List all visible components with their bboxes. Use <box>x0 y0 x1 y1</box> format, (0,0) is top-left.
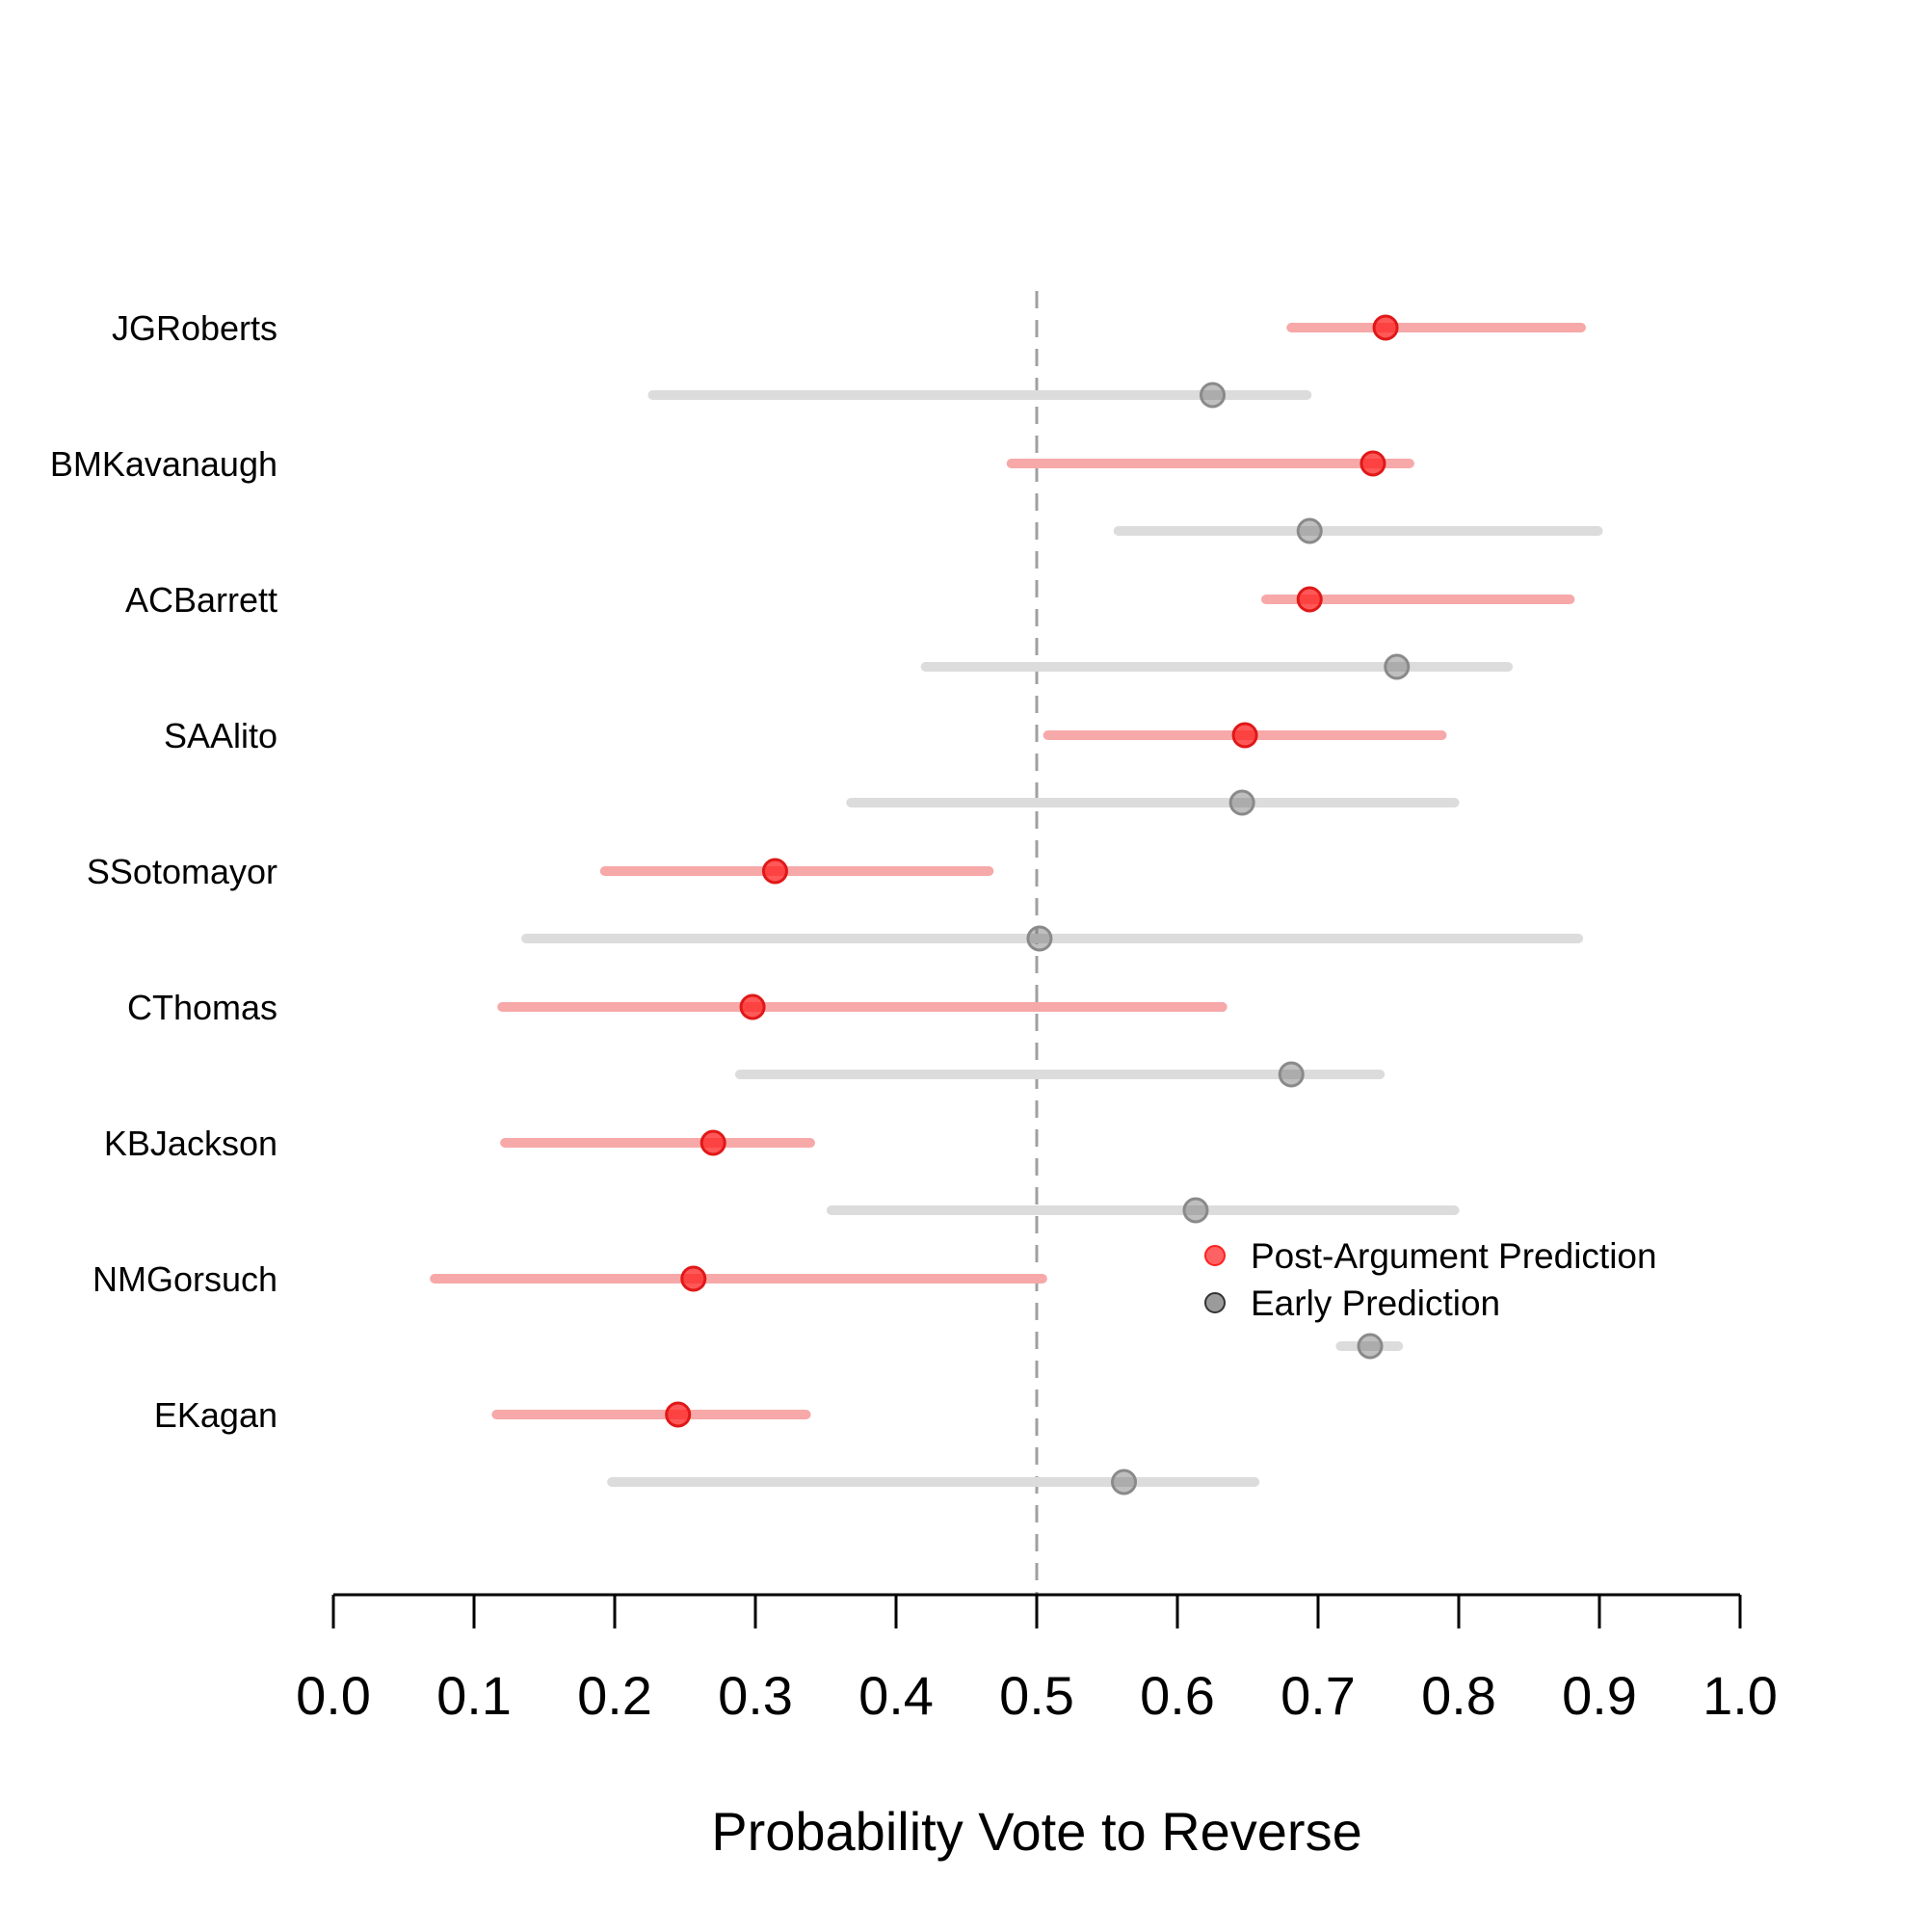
x-tick-label: 0.0 <box>296 1665 371 1726</box>
post-argument-point-bmkavanaugh <box>1359 450 1386 477</box>
x-tick-label: 0.4 <box>858 1665 934 1726</box>
x-tick-label: 1.0 <box>1703 1665 1778 1726</box>
x-tick-label: 0.2 <box>577 1665 652 1726</box>
post-argument-point-jgroberts <box>1372 314 1399 341</box>
x-tick-label: 0.7 <box>1280 1665 1356 1726</box>
early-point-ekagan <box>1111 1469 1138 1495</box>
x-axis: 0.0 0.1 0.2 0.3 0.4 0.5 0.6 0.7 0.8 0.9 1.0 <box>296 1593 1778 1726</box>
post-argument-point-ssotomayor <box>761 858 788 885</box>
post-argument-point-ekagan <box>665 1401 692 1428</box>
justice-label-ekagan: EKagan <box>154 1395 277 1435</box>
x-tick-label: 0.6 <box>1140 1665 1215 1726</box>
early-point-jgroberts <box>1200 382 1226 409</box>
justice-label-jgroberts: JGRoberts <box>112 308 277 348</box>
x-tick-label: 0.5 <box>999 1665 1074 1726</box>
early-point-nmgorsuch <box>1357 1333 1384 1360</box>
x-tick-label: 0.8 <box>1421 1665 1496 1726</box>
early-point-ssotomayor <box>1026 925 1053 952</box>
post-argument-point-acbarrett <box>1296 586 1323 613</box>
justice-label-cthomas: CThomas <box>127 988 277 1027</box>
post-argument-point-kbjackson <box>700 1129 726 1156</box>
early-point-saalito <box>1228 789 1255 816</box>
legend-post-argument-label: Post-Argument Prediction <box>1251 1236 1657 1276</box>
legend-early-label: Early Prediction <box>1251 1284 1500 1323</box>
early-point-bmkavanaugh <box>1296 517 1323 544</box>
justice-label-ssotomayor: SSotomayor <box>87 852 277 891</box>
early-point-cthomas <box>1278 1061 1305 1088</box>
justice-label-bmkavanaugh: BMKavanaugh <box>50 444 277 484</box>
legend-early-marker <box>1204 1292 1226 1313</box>
x-axis-title: Probability Vote to Reverse <box>711 1801 1361 1862</box>
justice-label-layer: JGRoberts BMKavanaugh ACBarrett SAAlito SSot… <box>50 308 277 1435</box>
post-argument-point-cthomas <box>739 993 766 1020</box>
early-point-acbarrett <box>1384 653 1411 680</box>
x-tick-label: 0.3 <box>718 1665 793 1726</box>
post-argument-point-nmgorsuch <box>680 1265 707 1292</box>
early-point-kbjackson <box>1182 1197 1209 1224</box>
justice-label-kbjackson: KBJackson <box>104 1124 277 1163</box>
justice-label-saalito: SAAlito <box>164 716 277 755</box>
x-tick-label: 0.1 <box>436 1665 512 1726</box>
legend-post-argument-marker <box>1204 1245 1226 1266</box>
post-argument-point-saalito <box>1231 722 1258 749</box>
justice-label-nmgorsuch: NMGorsuch <box>92 1259 277 1299</box>
point-layer <box>665 314 1411 1495</box>
x-tick-label: 0.9 <box>1562 1665 1637 1726</box>
justice-label-acbarrett: ACBarrett <box>125 580 277 620</box>
legend: Post-Argument Prediction Early Predictio… <box>1204 1236 1657 1323</box>
interval-layer <box>430 323 1603 1487</box>
